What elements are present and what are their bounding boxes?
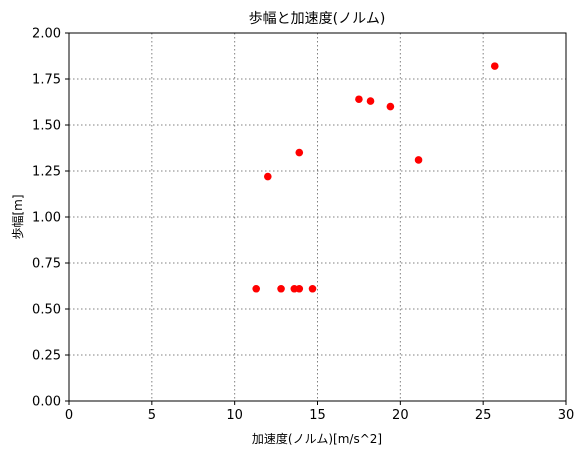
plot-frame bbox=[68, 32, 567, 402]
data-point bbox=[252, 284, 261, 293]
data-point bbox=[308, 284, 317, 293]
y-tick-label: 1.75 bbox=[32, 73, 61, 88]
x-tick-label: 0 bbox=[65, 408, 73, 423]
x-axis-label: 加速度(ノルム)[m/s^2] bbox=[252, 431, 382, 446]
data-point bbox=[295, 148, 304, 157]
y-tick-label: 2.00 bbox=[32, 27, 61, 42]
data-point bbox=[414, 156, 423, 164]
data-point bbox=[264, 172, 272, 181]
x-tick-label: 20 bbox=[392, 408, 409, 423]
data-point bbox=[366, 97, 375, 105]
x-tick-label: 25 bbox=[475, 408, 492, 423]
y-axis-label: 歩幅[m] bbox=[10, 194, 25, 239]
x-tick-label: 5 bbox=[148, 408, 156, 423]
x-axis: 0 5 10 15 20 25 30 bbox=[65, 401, 574, 423]
y-tick-label: 1.25 bbox=[32, 165, 61, 180]
data-point bbox=[295, 284, 304, 293]
chart-title: 歩幅と加速度(ノルム) bbox=[249, 11, 386, 27]
x-tick-label: 30 bbox=[558, 408, 575, 423]
y-tick-label: 0.25 bbox=[32, 349, 61, 364]
grid bbox=[69, 33, 566, 401]
y-tick-label: 1.00 bbox=[32, 211, 61, 226]
y-tick-label: 0.75 bbox=[32, 257, 61, 272]
y-tick-label: 0.50 bbox=[32, 303, 61, 318]
x-tick-label: 10 bbox=[226, 408, 243, 423]
data-point bbox=[277, 284, 285, 293]
x-tick-label: 15 bbox=[309, 408, 326, 423]
y-tick-label: 1.50 bbox=[32, 119, 61, 134]
data-point bbox=[355, 95, 363, 104]
data-points bbox=[252, 62, 499, 293]
data-point bbox=[490, 62, 499, 70]
y-axis: 0.00 0.25 0.50 0.75 1.00 1.25 1.50 1.75 2.00 bbox=[32, 27, 69, 410]
data-point bbox=[386, 102, 395, 111]
y-tick-label: 0.00 bbox=[32, 395, 61, 410]
